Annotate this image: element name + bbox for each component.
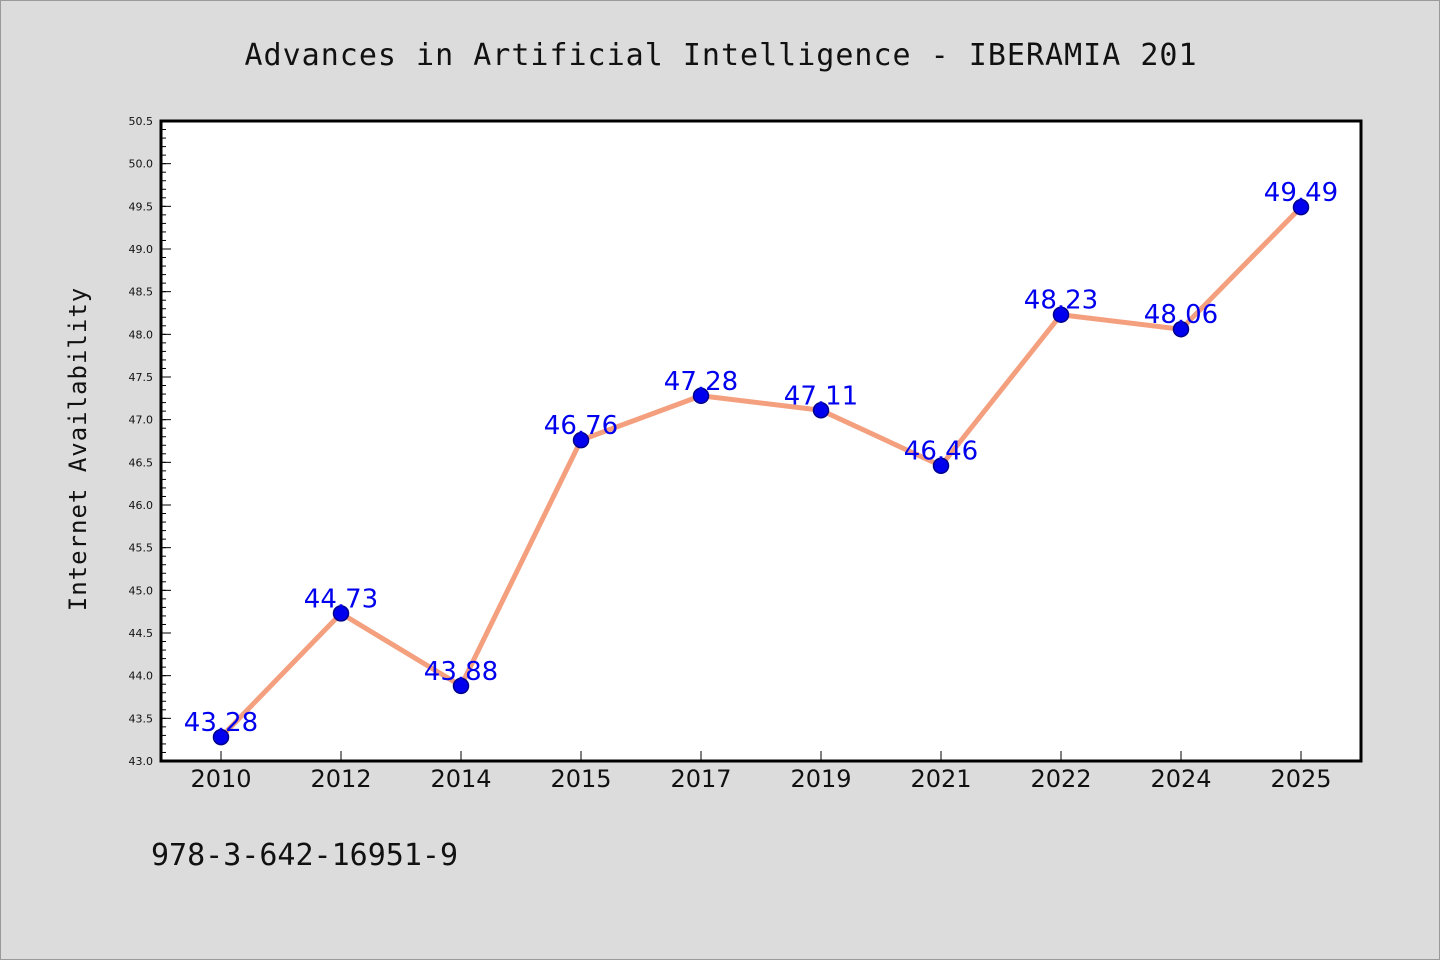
y-axis: 43.0 43.5 44.0 44.5 45.0 45.5 46.0 46.5 47.0 47.5… xyxy=(129,115,171,768)
plot-area xyxy=(159,119,1363,763)
data-point xyxy=(1292,198,1310,216)
y-tick-label: 46.0 xyxy=(129,499,154,512)
data-point xyxy=(812,402,830,419)
y-tick-label: 47.0 xyxy=(129,414,154,427)
data-label: 47.11 xyxy=(784,381,858,411)
y-tick-label: 47.5 xyxy=(129,371,154,384)
x-tick-label: 2019 xyxy=(790,765,851,793)
series-layer xyxy=(212,198,1310,746)
y-tick-label: 49.0 xyxy=(129,243,154,256)
data-label: 46.46 xyxy=(904,437,978,467)
x-tick-label: 2012 xyxy=(310,765,371,793)
x-axis: 2010 2012 2014 2015 2017 2019 2021 2022 2024 2025 xyxy=(190,751,1332,793)
x-tick-label: 2010 xyxy=(190,765,251,793)
data-point xyxy=(212,728,230,746)
data-point xyxy=(932,457,950,474)
x-tick-label: 2025 xyxy=(1270,765,1331,793)
data-label: 46.76 xyxy=(544,411,618,441)
y-tick-label: 50.5 xyxy=(129,115,154,128)
y-tick-label: 45.0 xyxy=(129,584,154,597)
y-tick-label: 50.0 xyxy=(129,158,154,171)
data-label: 49.49 xyxy=(1264,178,1338,208)
data-label: 43.88 xyxy=(424,657,498,687)
y-tick-label: 48.0 xyxy=(129,328,154,341)
data-point xyxy=(1052,306,1070,323)
data-point xyxy=(1172,320,1190,338)
y-tick-label: 45.5 xyxy=(129,542,154,555)
data-label: 43.28 xyxy=(184,708,258,738)
x-tick-label: 2014 xyxy=(430,765,491,793)
isbn-footer: 978-3-642-16951-9 xyxy=(151,838,458,873)
y-tick-label: 44.0 xyxy=(129,670,154,683)
x-tick-label: 2022 xyxy=(1030,765,1091,793)
y-axis-label: Internet Availability xyxy=(64,287,92,611)
data-label: 47.28 xyxy=(664,367,738,397)
y-tick-label: 48.5 xyxy=(129,286,154,299)
x-tick-label: 2017 xyxy=(670,765,731,793)
data-label: 48.06 xyxy=(1144,300,1218,330)
x-tick-label: 2024 xyxy=(1150,765,1211,793)
y-tick-label: 44.5 xyxy=(129,627,154,640)
series-line xyxy=(218,204,1304,740)
data-point xyxy=(572,431,590,449)
data-label: 44.73 xyxy=(304,584,378,614)
y-tick-label: 43.5 xyxy=(129,712,154,725)
data-label: 48.23 xyxy=(1024,286,1098,316)
x-tick-label: 2015 xyxy=(550,765,611,793)
y-tick-label: 49.5 xyxy=(129,200,154,213)
x-tick-label: 2021 xyxy=(910,765,971,793)
chart-title: Advances in Artificial Intelligence - IB… xyxy=(244,38,1197,73)
data-point xyxy=(452,677,470,695)
data-labels: 43.28 44.73 43.88 46.76 47.28 47.11 46.46 48.23… xyxy=(184,178,1338,738)
data-point xyxy=(692,387,710,405)
y-tick-label: 46.5 xyxy=(129,456,154,469)
y-tick-label: 43.0 xyxy=(129,755,154,768)
data-point xyxy=(332,605,350,622)
